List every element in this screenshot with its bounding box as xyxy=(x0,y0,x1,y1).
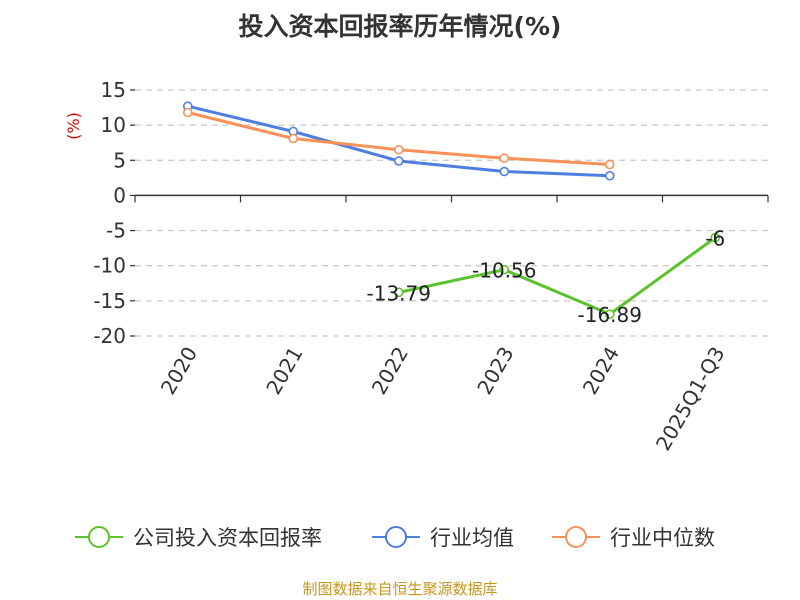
y-axis-ticks: 15 10 5 0 -5 -10 -15 -20 xyxy=(93,78,135,348)
x-axis-ticks: 2020 2021 2022 2023 2024 2025Q1-Q3 xyxy=(156,343,730,455)
data-point xyxy=(499,153,510,163)
legend-label-2: 行业中位数 xyxy=(610,526,715,550)
data-point xyxy=(499,264,510,275)
y-tick-label: 15 xyxy=(101,78,126,102)
source-note: 制图数据来自恒生聚源数据库 xyxy=(302,580,497,598)
data-label: -6 xyxy=(705,227,725,251)
y-tick-label: 10 xyxy=(101,113,126,137)
y-tick-label: 5 xyxy=(113,148,126,172)
grid-lines xyxy=(135,89,768,337)
x-tick-label: 2022 xyxy=(367,343,413,399)
data-point xyxy=(604,170,615,181)
data-point xyxy=(710,232,721,243)
legend: 公司投入资本回报率 行业均值 行业中位数 xyxy=(75,526,715,550)
y-tick-label: -20 xyxy=(93,324,126,348)
data-point xyxy=(393,287,404,298)
data-point xyxy=(604,309,615,319)
data-point xyxy=(288,133,299,144)
data-point xyxy=(393,156,404,166)
data-point xyxy=(604,159,615,170)
y-tick-label: -15 xyxy=(93,289,126,313)
y-tick-label: 0 xyxy=(113,183,126,207)
data-point xyxy=(499,166,510,177)
y-axis-label: (%) xyxy=(64,112,83,140)
legend-marker-0 xyxy=(88,526,110,548)
series-lines xyxy=(182,101,721,319)
chart-title: 投入资本回报率历年情况(%) xyxy=(239,12,562,41)
data-point xyxy=(182,107,193,118)
data-label: -16.89 xyxy=(578,303,642,327)
x-tick-label: 2025Q1-Q3 xyxy=(651,343,730,455)
legend-marker-1 xyxy=(385,526,407,548)
data-label: -13.79 xyxy=(367,281,431,305)
legend-marker-2 xyxy=(565,526,587,548)
x-tick-label: 2020 xyxy=(156,343,202,399)
data-labels: -13.79 -10.56 -16.89 -6 xyxy=(367,227,726,328)
data-point xyxy=(393,144,404,155)
y-tick-label: -5 xyxy=(106,219,126,243)
legend-label-0: 公司投入资本回报率 xyxy=(133,526,322,550)
y-tick-label: -10 xyxy=(93,254,126,278)
x-tick-label: 2023 xyxy=(472,343,518,399)
x-axis xyxy=(134,194,769,203)
data-label: -10.56 xyxy=(472,259,536,283)
x-tick-label: 2024 xyxy=(578,343,624,399)
legend-label-1: 行业均值 xyxy=(430,526,514,550)
x-tick-label: 2021 xyxy=(261,343,307,399)
series-line-0 xyxy=(398,236,717,316)
